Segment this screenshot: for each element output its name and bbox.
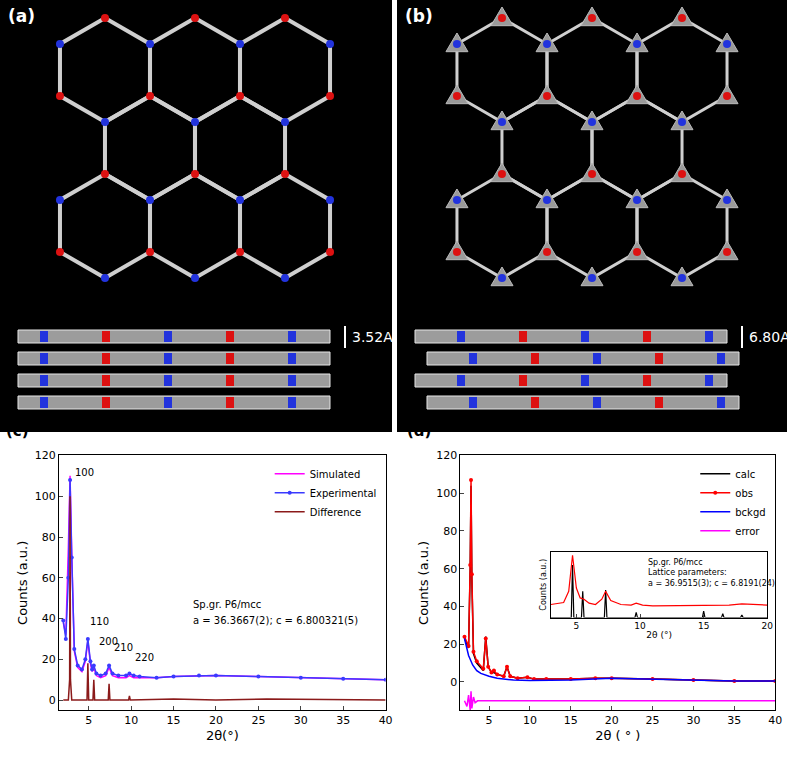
svg-text:20: 20: [42, 653, 56, 666]
svg-text:(d): (d): [407, 422, 431, 440]
svg-text:60: 60: [42, 572, 56, 585]
svg-text:calc: calc: [735, 469, 755, 480]
svg-text:bckgd: bckgd: [735, 507, 765, 518]
svg-text:100: 100: [35, 490, 56, 503]
svg-text:10: 10: [523, 714, 537, 727]
svg-text:Lattice parameters:: Lattice parameters:: [648, 568, 727, 577]
svg-text:100: 100: [75, 467, 94, 478]
svg-text:40: 40: [42, 612, 56, 625]
svg-text:120: 120: [436, 449, 457, 462]
svg-text:(c): (c): [6, 422, 29, 440]
svg-text:20: 20: [762, 621, 774, 631]
svg-text:100: 100: [436, 487, 457, 500]
svg-text:Sp.gr. P6/mcc: Sp.gr. P6/mcc: [648, 558, 703, 567]
svg-text:15: 15: [564, 714, 578, 727]
svg-text:25: 25: [646, 714, 660, 727]
svg-text:5: 5: [85, 714, 92, 727]
svg-text:40: 40: [443, 600, 457, 613]
svg-text:35: 35: [727, 714, 741, 727]
svg-text:10: 10: [124, 714, 138, 727]
svg-text:80: 80: [42, 531, 56, 544]
svg-text:15: 15: [698, 621, 709, 631]
svg-text:(a): (a): [8, 6, 35, 26]
svg-text:error: error: [735, 526, 760, 537]
svg-text:3.52A: 3.52A: [352, 329, 393, 345]
svg-text:20: 20: [605, 714, 619, 727]
svg-text:Counts (a.u.): Counts (a.u.): [539, 559, 548, 611]
svg-text:a = 36.3667(2); c = 6.800321(5: a = 36.3667(2); c = 6.800321(5): [193, 615, 358, 626]
svg-text:35: 35: [336, 714, 350, 727]
svg-text:Difference: Difference: [310, 507, 362, 518]
svg-text:40: 40: [379, 714, 393, 727]
svg-text:110: 110: [90, 616, 109, 627]
svg-text:Counts (a.u.): Counts (a.u.): [416, 541, 431, 625]
svg-text:5: 5: [573, 621, 579, 631]
svg-text:6.80A: 6.80A: [749, 329, 787, 345]
svg-text:a = 36.9515(3); c = 6.8191(24): a = 36.9515(3); c = 6.8191(24): [648, 579, 775, 588]
svg-text:15: 15: [167, 714, 181, 727]
svg-text:30: 30: [686, 714, 700, 727]
svg-text:0: 0: [49, 694, 56, 707]
svg-text:25: 25: [251, 714, 265, 727]
svg-text:220: 220: [135, 652, 154, 663]
svg-text:Experimental: Experimental: [310, 488, 377, 499]
svg-text:10: 10: [634, 621, 646, 631]
svg-text:120: 120: [35, 449, 56, 462]
svg-text:obs: obs: [735, 488, 753, 499]
svg-text:40: 40: [768, 714, 782, 727]
svg-text:30: 30: [294, 714, 308, 727]
svg-text:0: 0: [450, 676, 457, 689]
svg-text:5: 5: [486, 714, 493, 727]
svg-text:2θ ( ° ): 2θ ( ° ): [595, 728, 640, 743]
svg-text:20: 20: [209, 714, 223, 727]
svg-text:Simulated: Simulated: [310, 469, 361, 480]
svg-text:Counts (a.u.): Counts (a.u.): [15, 541, 30, 625]
svg-text:Sp.gr. P6/mcc: Sp.gr. P6/mcc: [193, 599, 261, 610]
svg-text:200: 200: [99, 636, 118, 647]
svg-text:80: 80: [443, 525, 457, 538]
svg-text:2θ (°): 2θ (°): [646, 630, 672, 640]
svg-text:2θ(°): 2θ(°): [206, 728, 239, 743]
svg-text:210: 210: [114, 642, 133, 653]
svg-text:20: 20: [443, 638, 457, 651]
svg-text:(b): (b): [405, 6, 433, 26]
svg-text:60: 60: [443, 563, 457, 576]
